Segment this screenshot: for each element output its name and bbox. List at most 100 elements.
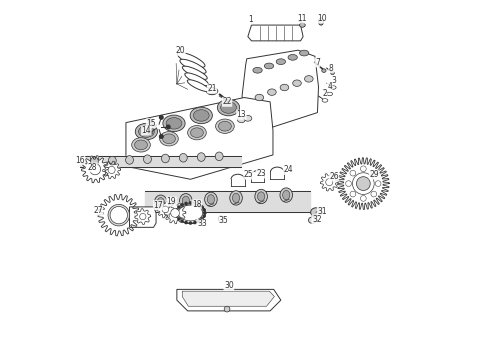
Circle shape — [140, 213, 146, 220]
Text: 27: 27 — [93, 206, 103, 215]
Ellipse shape — [161, 154, 170, 163]
Circle shape — [167, 125, 170, 129]
Ellipse shape — [280, 84, 289, 91]
Ellipse shape — [182, 196, 190, 206]
Circle shape — [326, 179, 333, 186]
Circle shape — [194, 221, 196, 224]
Ellipse shape — [255, 94, 264, 101]
Circle shape — [185, 221, 187, 224]
Text: 1: 1 — [248, 15, 253, 24]
Circle shape — [352, 173, 374, 194]
Circle shape — [190, 202, 192, 204]
Polygon shape — [338, 158, 389, 210]
Polygon shape — [157, 201, 174, 218]
Circle shape — [162, 206, 169, 213]
Ellipse shape — [205, 192, 217, 207]
Circle shape — [375, 181, 381, 186]
Ellipse shape — [238, 117, 245, 123]
Circle shape — [204, 212, 206, 214]
Ellipse shape — [219, 121, 231, 131]
Text: 11: 11 — [297, 14, 306, 23]
Circle shape — [176, 209, 178, 211]
Ellipse shape — [232, 193, 240, 203]
Circle shape — [201, 218, 203, 220]
Polygon shape — [102, 161, 121, 179]
Text: 30: 30 — [224, 281, 234, 290]
Ellipse shape — [91, 157, 98, 166]
Ellipse shape — [139, 126, 154, 137]
Circle shape — [201, 206, 203, 208]
Ellipse shape — [157, 198, 164, 207]
Text: 13: 13 — [237, 110, 246, 119]
Ellipse shape — [283, 190, 290, 200]
Ellipse shape — [187, 80, 210, 91]
Ellipse shape — [182, 66, 207, 80]
Text: 29: 29 — [369, 170, 379, 179]
Circle shape — [371, 170, 377, 176]
Circle shape — [356, 177, 370, 190]
Polygon shape — [248, 25, 303, 41]
Ellipse shape — [179, 194, 192, 208]
Polygon shape — [242, 50, 318, 129]
Circle shape — [148, 131, 152, 135]
Polygon shape — [129, 207, 156, 227]
Ellipse shape — [206, 87, 218, 95]
Ellipse shape — [144, 155, 151, 163]
Circle shape — [350, 170, 356, 176]
Ellipse shape — [299, 50, 309, 56]
Circle shape — [178, 218, 180, 220]
Ellipse shape — [322, 69, 326, 72]
Ellipse shape — [215, 152, 223, 161]
Text: 3: 3 — [332, 76, 336, 85]
Text: 10: 10 — [317, 14, 326, 23]
Ellipse shape — [194, 110, 209, 121]
Text: 14: 14 — [142, 126, 151, 135]
Ellipse shape — [309, 217, 317, 224]
Circle shape — [90, 164, 100, 175]
Circle shape — [361, 166, 366, 172]
Polygon shape — [177, 289, 281, 311]
Text: 4: 4 — [327, 82, 332, 91]
Ellipse shape — [125, 156, 133, 164]
Ellipse shape — [190, 107, 212, 124]
Ellipse shape — [191, 128, 203, 138]
Polygon shape — [81, 156, 109, 183]
Text: 19: 19 — [167, 197, 176, 206]
Polygon shape — [80, 156, 242, 167]
Ellipse shape — [318, 18, 323, 25]
Ellipse shape — [216, 119, 234, 134]
Ellipse shape — [299, 23, 305, 27]
Text: 35: 35 — [219, 216, 228, 225]
Ellipse shape — [166, 118, 182, 129]
Text: 24: 24 — [283, 166, 293, 175]
Circle shape — [160, 116, 163, 119]
Ellipse shape — [331, 72, 334, 75]
Ellipse shape — [268, 89, 276, 95]
Text: 26: 26 — [329, 172, 339, 181]
Ellipse shape — [311, 208, 321, 217]
Circle shape — [371, 191, 377, 197]
Text: 7: 7 — [315, 58, 320, 67]
Text: 17: 17 — [153, 201, 163, 210]
Circle shape — [350, 191, 356, 197]
Ellipse shape — [185, 73, 208, 86]
Ellipse shape — [180, 59, 206, 73]
Text: 15: 15 — [146, 119, 156, 128]
Circle shape — [160, 135, 163, 138]
Ellipse shape — [219, 216, 223, 222]
Ellipse shape — [199, 218, 203, 225]
Polygon shape — [126, 98, 273, 179]
Ellipse shape — [304, 76, 313, 82]
Text: 2: 2 — [322, 89, 327, 98]
Circle shape — [224, 306, 230, 312]
Ellipse shape — [265, 63, 274, 69]
Ellipse shape — [197, 153, 205, 161]
Circle shape — [185, 202, 187, 204]
Text: 21: 21 — [207, 84, 217, 93]
Ellipse shape — [218, 99, 240, 116]
Polygon shape — [320, 173, 338, 191]
Ellipse shape — [330, 86, 336, 89]
Circle shape — [198, 220, 200, 222]
Text: 8: 8 — [329, 64, 333, 73]
Ellipse shape — [288, 54, 297, 60]
